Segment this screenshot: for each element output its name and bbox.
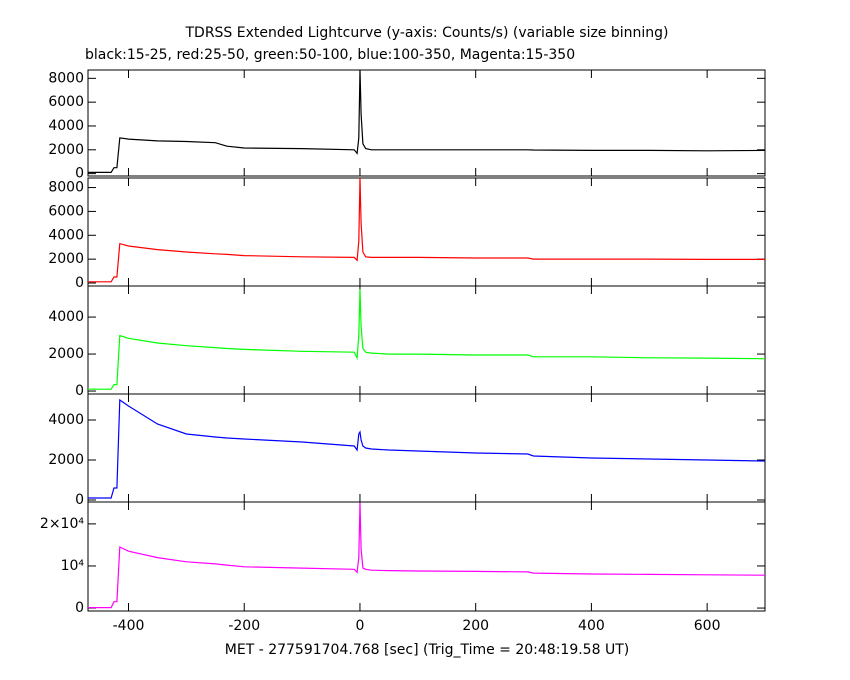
y-tick-label: 2×10⁴ <box>40 516 84 532</box>
x-tick-label: -200 <box>228 618 260 634</box>
y-tick-label: 2000 <box>48 452 84 468</box>
data-line <box>88 398 766 499</box>
panel-frame <box>87 177 766 287</box>
y-tick-label: 8000 <box>48 70 84 86</box>
data-line <box>88 69 766 173</box>
x-tick-label: 400 <box>578 618 605 634</box>
x-axis-label: MET - 277591704.768 [sec] (Trig_Time = 2… <box>225 642 629 658</box>
data-line <box>88 289 766 390</box>
x-tick-label: 0 <box>355 618 364 634</box>
y-tick-label: 4000 <box>48 309 84 325</box>
panel-frame <box>87 393 766 503</box>
y-tick-label: 8000 <box>48 180 84 196</box>
y-tick-label: 4000 <box>48 412 84 428</box>
y-tick-label: 10⁴ <box>61 558 85 574</box>
y-tick-label: 4000 <box>48 227 84 243</box>
chart-title: TDRSS Extended Lightcurve (y-axis: Count… <box>184 25 668 41</box>
data-line <box>88 502 766 609</box>
y-tick-label: 0 <box>75 383 84 399</box>
y-tick-label: 4000 <box>48 118 84 134</box>
y-tick-label: 6000 <box>48 203 84 219</box>
x-tick-label: 200 <box>462 618 489 634</box>
y-tick-label: 2000 <box>48 142 84 158</box>
panel-frame <box>87 501 766 612</box>
y-tick-label: 2000 <box>48 251 84 267</box>
chart-subtitle: black:15-25, red:25-50, green:50-100, bl… <box>85 47 575 63</box>
y-tick-label: 0 <box>75 492 84 508</box>
y-tick-label: 2000 <box>48 346 84 362</box>
x-tick-label: -400 <box>113 618 145 634</box>
panel-frame <box>87 285 766 395</box>
data-line <box>88 177 765 283</box>
y-tick-label: 0 <box>75 166 84 182</box>
y-tick-label: 0 <box>75 600 84 616</box>
panel-frame <box>87 69 766 177</box>
y-tick-label: 6000 <box>48 94 84 110</box>
x-tick-label: 600 <box>694 618 721 634</box>
y-tick-label: 0 <box>75 275 84 291</box>
